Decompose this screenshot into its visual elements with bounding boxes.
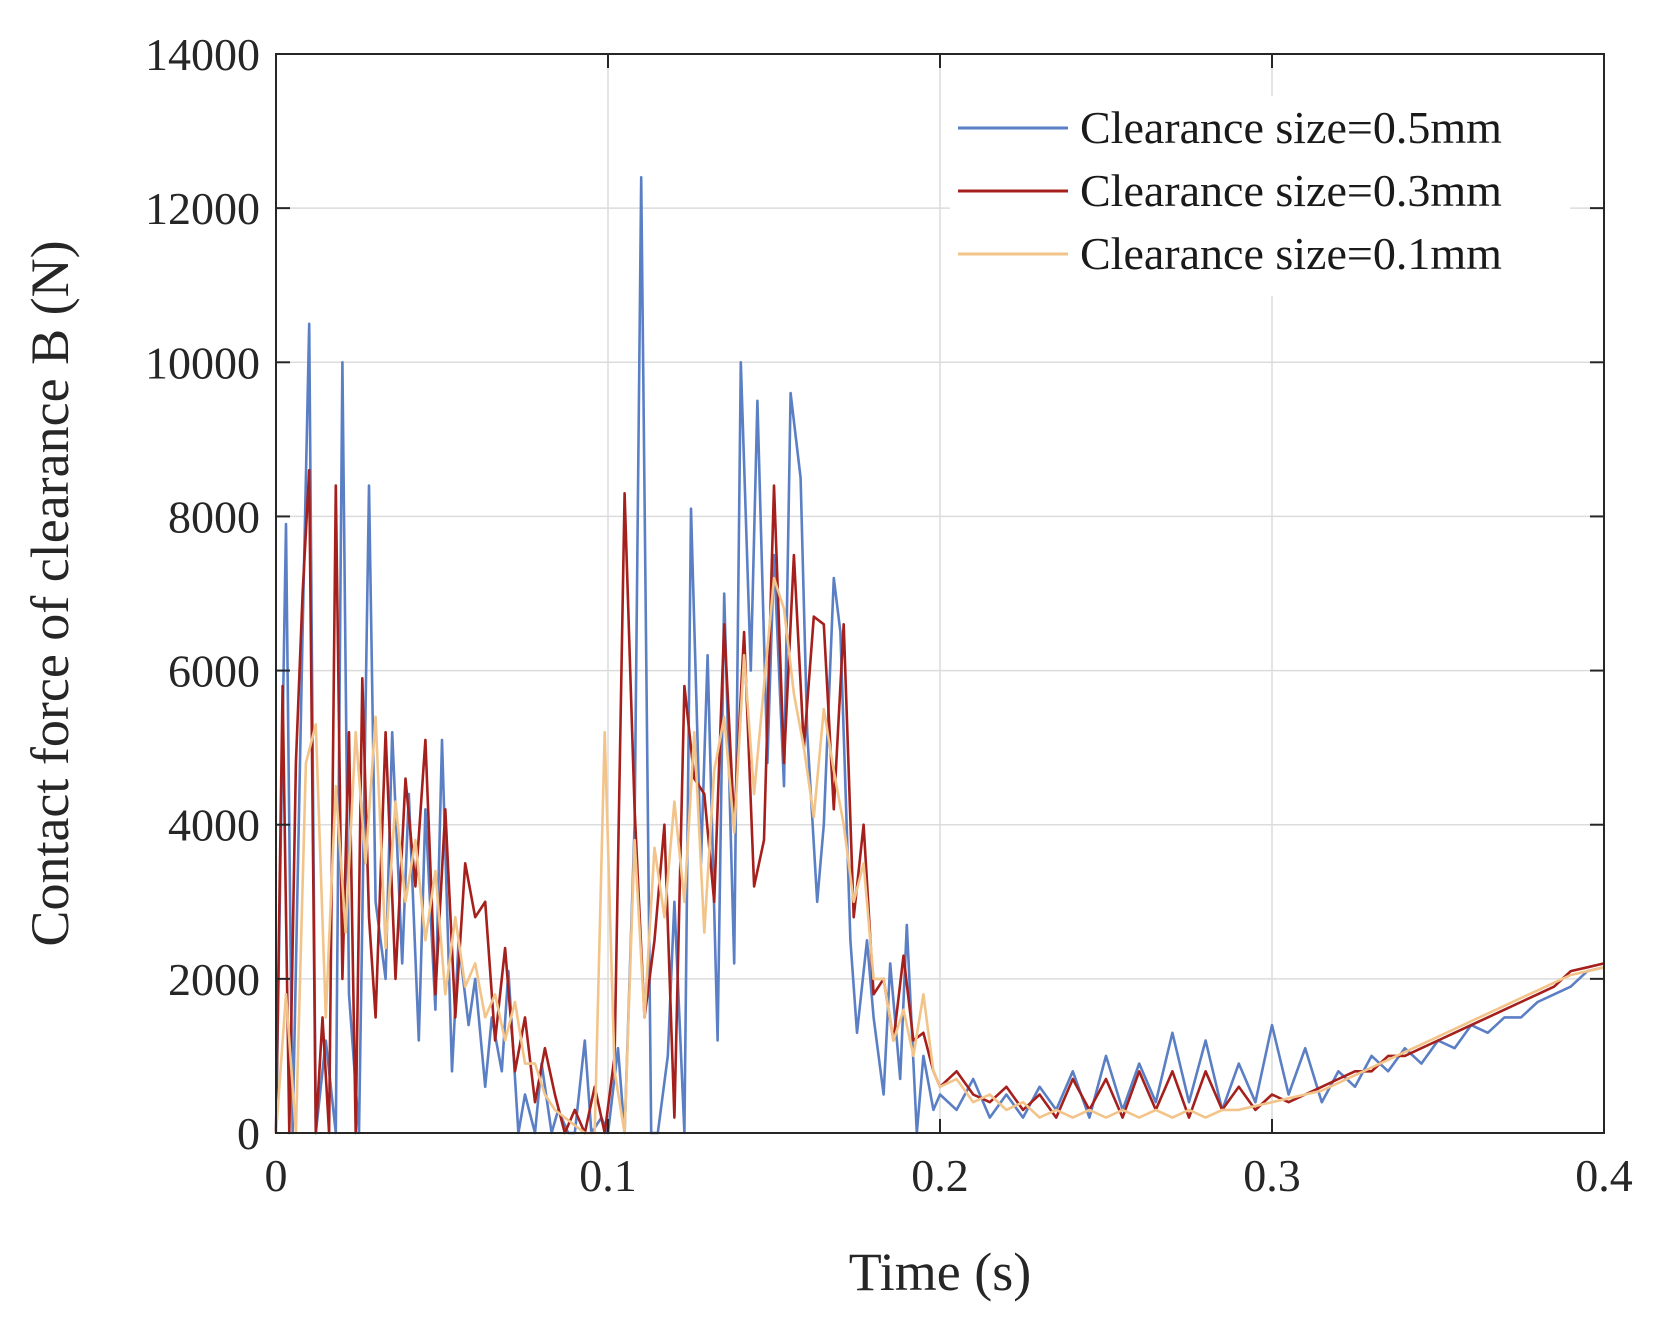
- series-line-1: [274, 468, 1605, 1135]
- x-tick-label: 0.4: [1575, 1150, 1633, 1201]
- y-tick-label: 12000: [145, 183, 260, 234]
- series-line-2: [274, 576, 1605, 1135]
- legend-label-0-1mm: Clearance size=0.1mm: [1080, 228, 1502, 279]
- y-tick-label: 4000: [168, 800, 260, 851]
- y-axis-label: Contact force of clearance B (N): [20, 240, 80, 946]
- y-tick-label: 6000: [168, 646, 260, 697]
- legend-label-0-3mm: Clearance size=0.3mm: [1080, 165, 1502, 216]
- x-axis-label: Time (s): [849, 1242, 1032, 1302]
- x-tick-label: 0.1: [579, 1150, 637, 1201]
- series-lines: [274, 176, 1605, 1135]
- legend: Clearance size=0.5mm Clearance size=0.3m…: [950, 96, 1570, 296]
- y-tick-label: 8000: [168, 491, 260, 542]
- y-tick-label: 14000: [145, 29, 260, 80]
- legend-label-0-5mm: Clearance size=0.5mm: [1080, 102, 1502, 153]
- axis-ticks: 0 0.1 0.2 0.3 0.4 0 2000 4000 6000 8000 10000 12000…: [145, 29, 1633, 1201]
- series-line-0: [274, 176, 1605, 1135]
- x-tick-label: 0.2: [911, 1150, 969, 1201]
- x-tick-label: 0: [265, 1150, 288, 1201]
- y-tick-label: 2000: [168, 954, 260, 1005]
- y-tick-label: 10000: [145, 337, 260, 388]
- y-tick-label: 0: [237, 1108, 260, 1159]
- x-tick-label: 0.3: [1243, 1150, 1301, 1201]
